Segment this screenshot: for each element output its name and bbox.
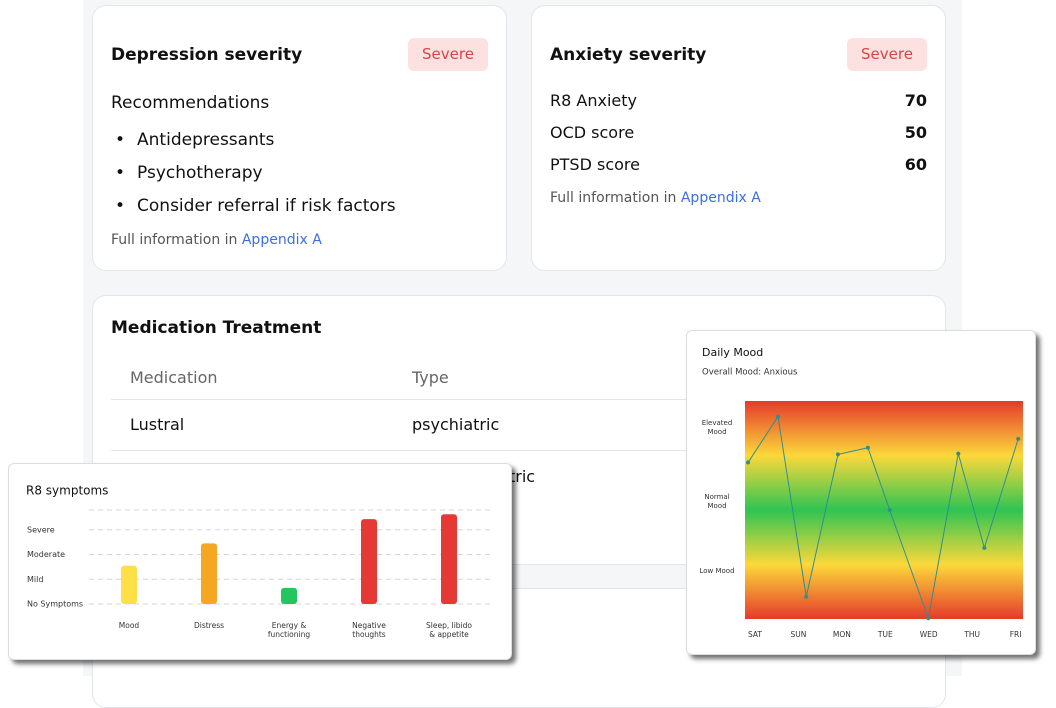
y-tick-label: No Symptoms bbox=[27, 600, 83, 609]
mood-point bbox=[865, 445, 870, 450]
score-value: 70 bbox=[904, 91, 927, 110]
recommendation-text: Antidepressants bbox=[137, 130, 275, 150]
y-tick-label: Moderate bbox=[27, 550, 65, 559]
bar bbox=[201, 543, 217, 604]
card-title: Medication Treatment bbox=[111, 318, 322, 338]
footer: Full information in Appendix A bbox=[111, 232, 322, 248]
chart: Daily Mood Overall Mood: Anxious SAT SUN MON… bbox=[702, 346, 1023, 639]
card-title: Anxiety severity bbox=[550, 45, 707, 65]
bar bbox=[441, 514, 457, 604]
score-value: 50 bbox=[904, 123, 927, 142]
medication-name: Lustral bbox=[130, 415, 185, 434]
y-tick-label: Elevated Mood bbox=[701, 418, 733, 436]
mood-line bbox=[747, 415, 1019, 621]
recommendation: • Consider referral if risk factors bbox=[115, 196, 396, 216]
footer: Full information in Appendix A bbox=[550, 190, 761, 206]
mood-point bbox=[982, 545, 987, 550]
recommendation: • Psychotherapy bbox=[115, 163, 263, 183]
chart-subtitle: Overall Mood: Anxious bbox=[702, 368, 798, 378]
x-tick-label: WED bbox=[920, 630, 938, 639]
card-title: Depression severity bbox=[111, 45, 303, 65]
bullet: • bbox=[115, 196, 126, 216]
y-tick-label: Severe bbox=[27, 525, 55, 534]
chart-title: Daily Mood bbox=[702, 346, 763, 359]
chart-title: R8 symptoms bbox=[26, 484, 108, 498]
mood-point bbox=[746, 460, 751, 465]
x-tick-label: Negative thoughts bbox=[352, 621, 386, 639]
y-tick-label: Low Mood bbox=[699, 566, 735, 575]
x-tick-label: Energy & functioning bbox=[267, 621, 311, 639]
recommendation-text: Consider referral if risk factors bbox=[137, 196, 396, 216]
bar bbox=[281, 587, 297, 604]
column-header: Type bbox=[412, 368, 449, 387]
mood-point bbox=[804, 594, 809, 599]
x-tick-label: TUE bbox=[877, 630, 893, 639]
footer-text: Full information in bbox=[111, 232, 238, 248]
x-tick-label: SAT bbox=[748, 630, 762, 639]
y-tick-label: Normal Mood bbox=[704, 492, 730, 510]
bullet: • bbox=[115, 130, 126, 150]
appendix-link[interactable]: Appendix A bbox=[680, 190, 761, 206]
column-header: Medication bbox=[130, 368, 218, 387]
chart: R8 symptoms No Symptoms Mild Moderate Severe bbox=[26, 484, 494, 609]
bar bbox=[361, 519, 377, 604]
mood-background bbox=[745, 401, 1023, 619]
x-tick-label: Distress bbox=[193, 621, 225, 630]
x-tick-label: THU bbox=[963, 630, 980, 639]
row-divider bbox=[111, 450, 931, 451]
x-tick-label: MON bbox=[833, 630, 851, 639]
mood-point bbox=[1016, 436, 1021, 441]
score-label: R8 Anxiety bbox=[550, 91, 637, 110]
appendix-link[interactable]: Appendix A bbox=[241, 232, 322, 248]
footer-text: Full information in bbox=[550, 190, 677, 206]
score-value: 60 bbox=[904, 155, 927, 174]
medication-type: psychiatric bbox=[412, 415, 500, 434]
r8-chart-card: R8 symptoms No Symptoms Mild Moderate Severe… bbox=[8, 463, 512, 660]
y-tick-label: Mild bbox=[27, 575, 43, 584]
recommendation-text: Psychotherapy bbox=[137, 163, 263, 183]
bar bbox=[121, 565, 137, 604]
section-title: Recommendations bbox=[111, 93, 270, 113]
mood-point bbox=[887, 508, 892, 512]
mood-point bbox=[776, 414, 781, 419]
page: Depression severity Severe Recommendatio… bbox=[8, 5, 1036, 708]
mood-point bbox=[956, 451, 961, 456]
x-tick-label: FRI bbox=[1010, 630, 1022, 639]
recommendation: • Antidepressants bbox=[115, 130, 274, 150]
severity-badge: Severe bbox=[408, 38, 488, 71]
x-tick-label: Mood bbox=[118, 621, 140, 630]
x-tick-label: SUN bbox=[790, 630, 806, 639]
score-label: OCD score bbox=[550, 123, 635, 142]
mood-chart-card: Daily Mood Overall Mood: Anxious SAT SUN MON… bbox=[686, 330, 1036, 655]
row-divider bbox=[111, 399, 931, 400]
mood-point bbox=[926, 616, 931, 621]
bullet: • bbox=[115, 163, 126, 183]
x-tick-label: Sleep, libido & appetite bbox=[426, 621, 472, 639]
severity-badge: Severe bbox=[847, 38, 927, 71]
mood-point bbox=[835, 452, 840, 457]
score-label: PTSD score bbox=[550, 155, 640, 174]
